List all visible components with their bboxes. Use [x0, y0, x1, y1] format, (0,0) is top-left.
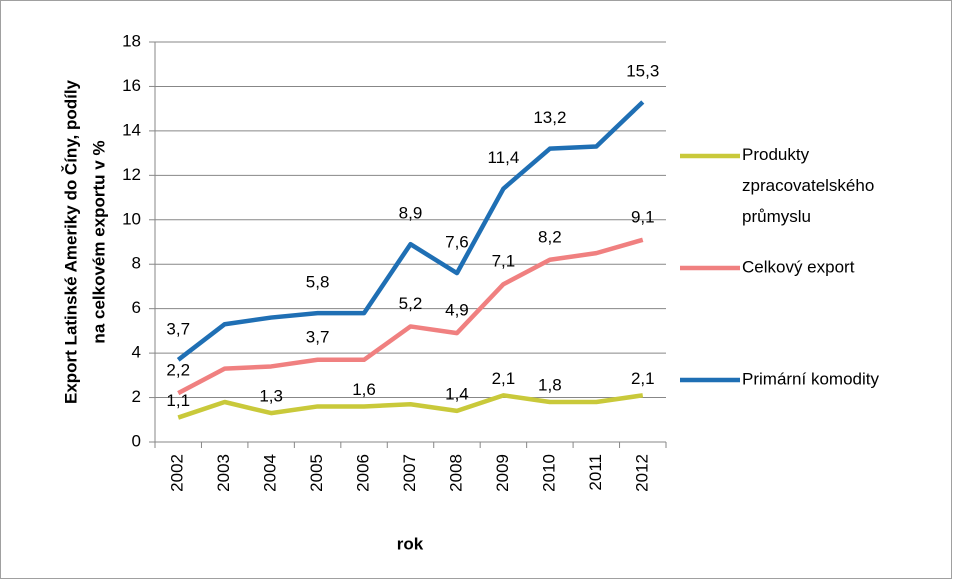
- data-label: 11,4: [487, 148, 519, 167]
- x-axis-title: rok: [397, 534, 424, 553]
- legend-label: Celkový export: [742, 257, 855, 276]
- y-axis-title: Export Latinské Ameriky do Číny, podíly: [61, 79, 80, 404]
- legend-label: Primární komodity: [742, 369, 879, 388]
- x-tick-label: 2010: [539, 454, 558, 492]
- y-tick-label: 10: [122, 209, 141, 228]
- series-line: [177, 237, 644, 396]
- y-tick-label: 8: [132, 254, 141, 273]
- y-tick-label: 0: [132, 431, 141, 450]
- data-label: 8,9: [399, 204, 423, 223]
- y-tick-label: 2: [132, 387, 141, 406]
- y-tick-label: 16: [122, 76, 141, 95]
- data-label: 7,1: [492, 252, 516, 271]
- x-tick-label: 2002: [168, 454, 187, 492]
- x-tick-label: 2005: [307, 454, 326, 492]
- data-label: 5,2: [399, 294, 423, 313]
- data-label: 1,3: [259, 387, 283, 406]
- x-tick-label: 2009: [493, 454, 512, 492]
- data-label: 13,2: [533, 108, 566, 127]
- x-tick-label: 2007: [400, 454, 419, 492]
- data-label: 2,1: [492, 369, 516, 388]
- x-tick-label: 2008: [446, 454, 465, 492]
- x-tick-label: 2006: [354, 454, 373, 492]
- data-label: 1,6: [352, 380, 376, 399]
- data-label: 5,8: [306, 273, 330, 292]
- legend-label: Produkty zpracovatelského průmyslu: [742, 145, 874, 226]
- data-label: 7,6: [445, 233, 469, 252]
- data-label: 9,1: [631, 207, 655, 226]
- y-tick-label: 14: [122, 120, 141, 139]
- series-line: [176, 100, 645, 362]
- x-tick-label: 2004: [261, 454, 280, 492]
- data-label: 8,2: [538, 227, 562, 246]
- series-line: [177, 393, 644, 420]
- y-tick-label: 6: [132, 298, 141, 317]
- data-label: 15,3: [626, 61, 659, 80]
- data-label: 4,9: [445, 301, 469, 320]
- x-tick-label: 2011: [586, 454, 605, 491]
- data-label: 3,7: [306, 327, 330, 346]
- y-axis-title: na celkovém exportu v %: [89, 140, 108, 343]
- y-tick-label: 18: [122, 31, 141, 50]
- data-label: 2,2: [166, 361, 190, 380]
- data-label: 2,1: [631, 369, 655, 388]
- x-tick-label: 2012: [632, 454, 651, 492]
- data-label: 1,8: [538, 375, 562, 394]
- y-tick-label: 12: [122, 165, 141, 184]
- y-tick-label: 4: [132, 343, 141, 362]
- data-label: 1,1: [166, 391, 190, 410]
- data-label: 1,4: [445, 384, 469, 403]
- data-label: 3,7: [166, 319, 190, 338]
- x-tick-label: 2003: [214, 454, 233, 492]
